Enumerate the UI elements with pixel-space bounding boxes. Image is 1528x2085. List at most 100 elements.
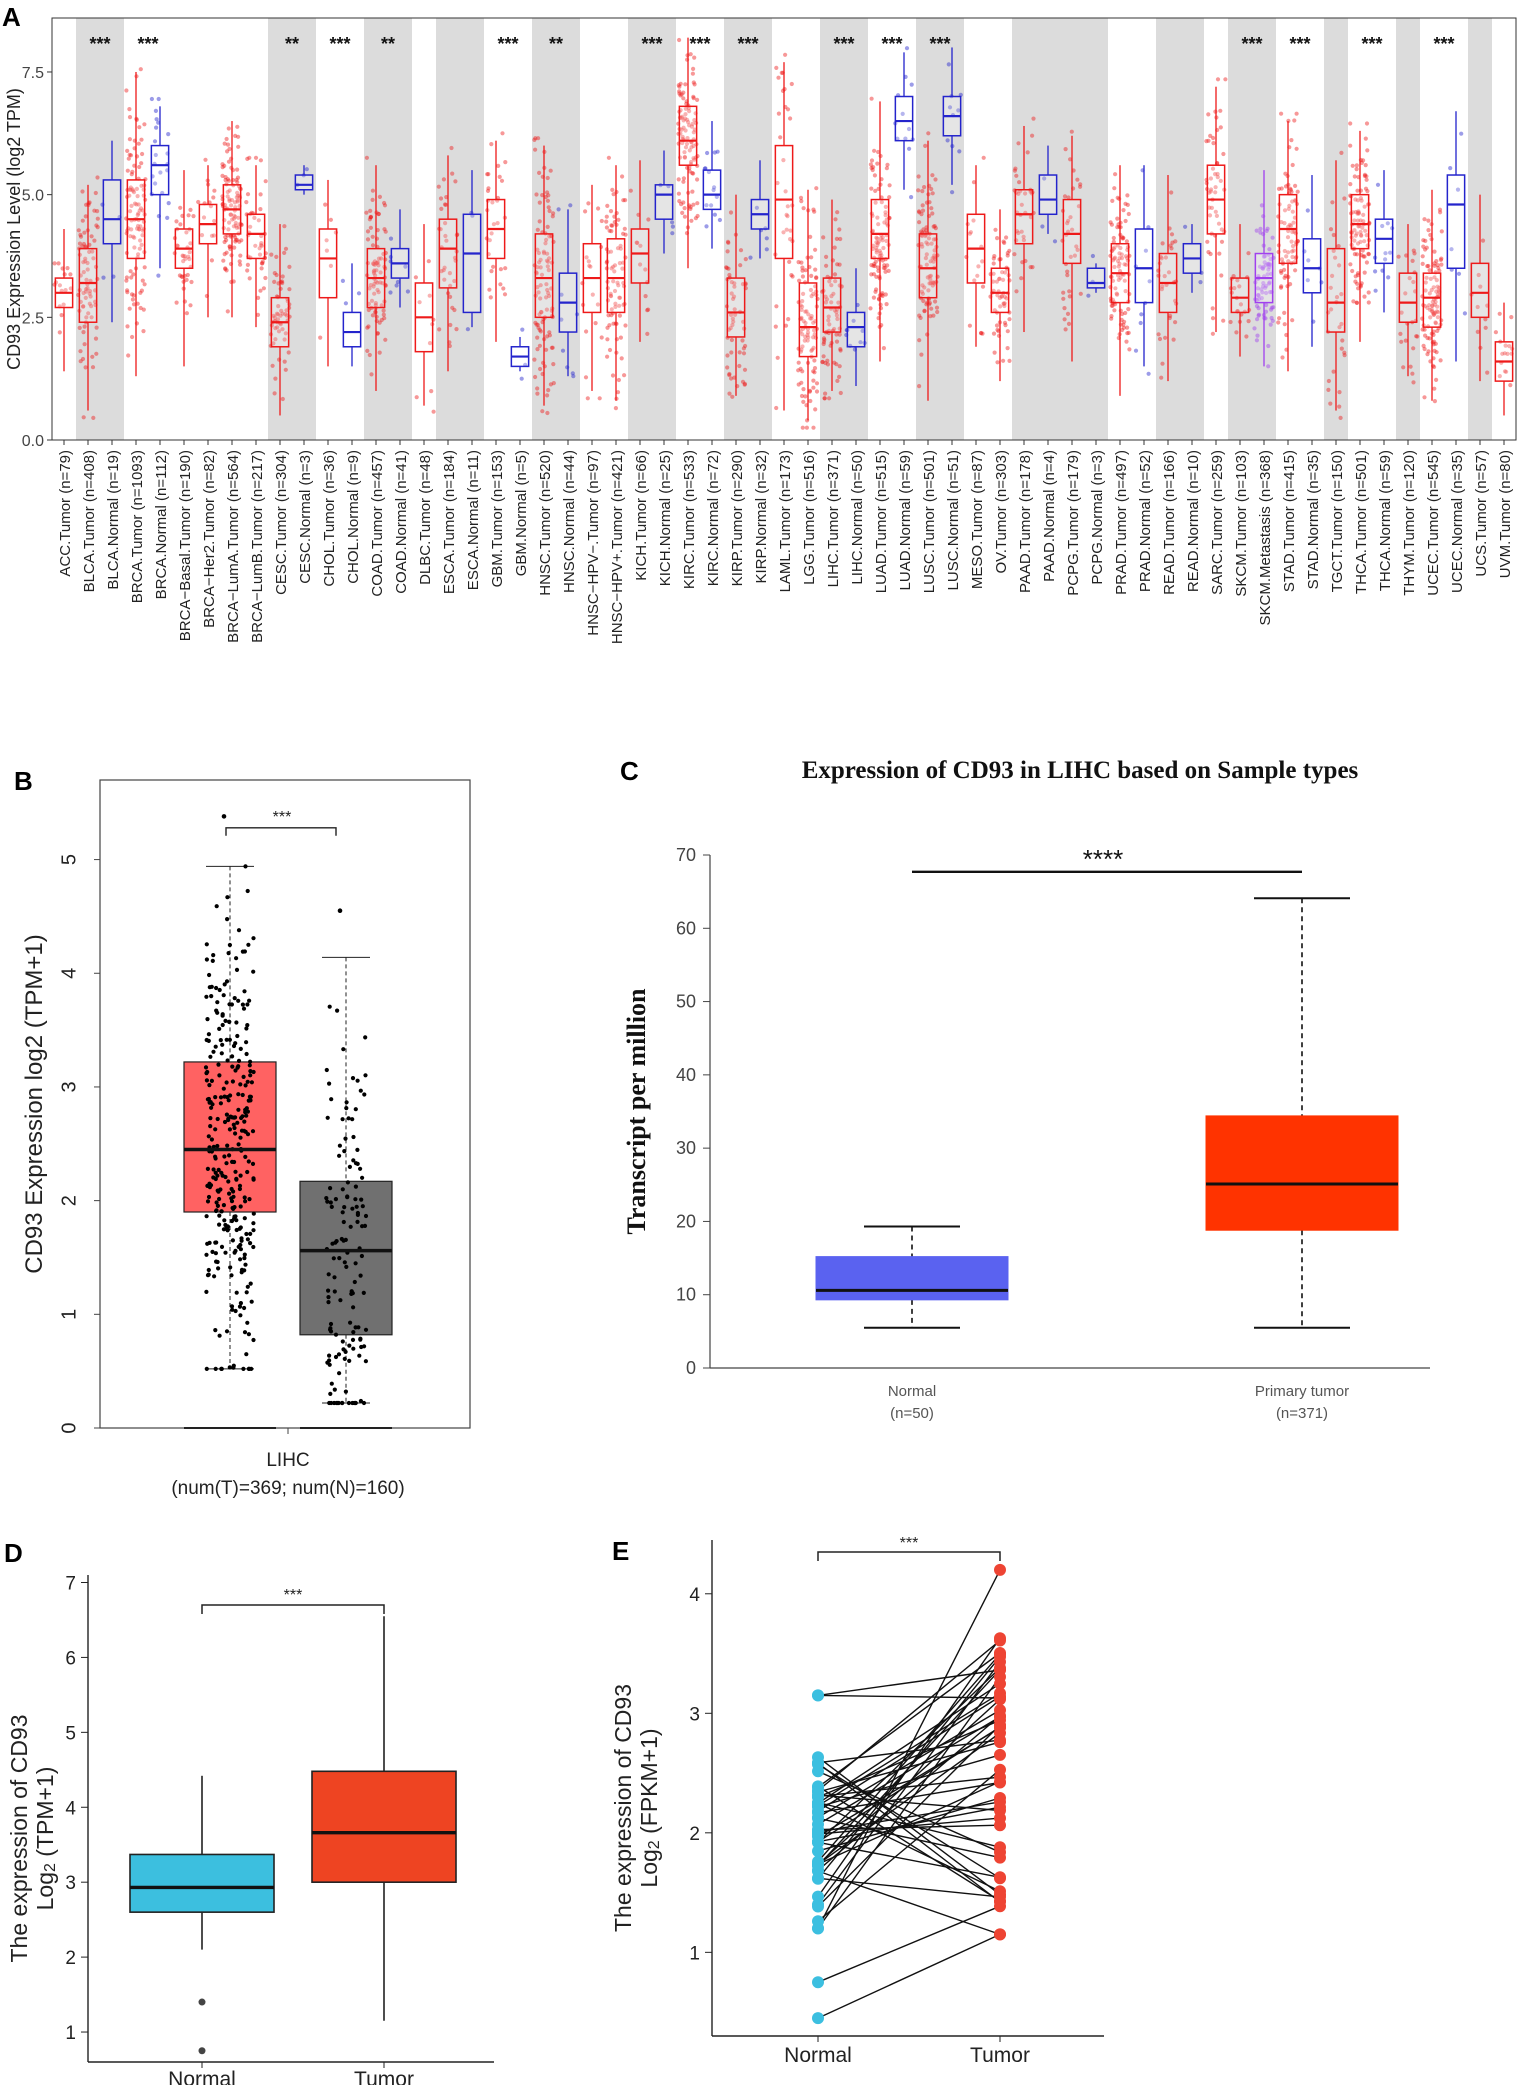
- a-point: [732, 284, 737, 289]
- b-point: [247, 1197, 252, 1202]
- b-point: [206, 1194, 212, 1200]
- a-point: [909, 195, 914, 200]
- b-point: [244, 1051, 249, 1057]
- b-point: [245, 888, 250, 894]
- a-point: [372, 259, 377, 264]
- a-point: [1359, 232, 1364, 238]
- b-point: [204, 957, 209, 962]
- a-point: [1112, 308, 1117, 313]
- a-point: [814, 275, 819, 280]
- a-point: [127, 115, 133, 120]
- a-point: [583, 375, 589, 380]
- a-significance: ***: [881, 34, 902, 54]
- a-point: [92, 208, 97, 213]
- a-point: [443, 233, 448, 239]
- b-point: [214, 1008, 219, 1013]
- a-point: [605, 354, 610, 359]
- a-point: [880, 238, 885, 243]
- a-point: [1350, 163, 1355, 168]
- a-point: [933, 177, 938, 182]
- a-point: [1017, 180, 1022, 185]
- a-point: [1213, 190, 1218, 195]
- a-point: [877, 248, 882, 253]
- a-point: [609, 223, 614, 228]
- a-point: [788, 228, 793, 233]
- a-point: [1280, 355, 1285, 360]
- a-point: [704, 224, 709, 229]
- a-point: [282, 359, 287, 364]
- a-point: [78, 349, 83, 354]
- a-point: [1270, 235, 1275, 240]
- a-point: [724, 265, 730, 271]
- a-point: [1363, 136, 1368, 141]
- a-point: [229, 198, 235, 203]
- e-pair-line: [817, 1724, 1001, 1907]
- a-point: [1366, 300, 1371, 305]
- a-point: [1115, 258, 1121, 264]
- a-point: [77, 241, 83, 246]
- b-point: [347, 1164, 352, 1169]
- b-point: [226, 1098, 231, 1103]
- a-point: [872, 173, 878, 178]
- e-tumor-point: [994, 1634, 1006, 1647]
- a-point: [196, 199, 201, 205]
- a-point: [1430, 309, 1435, 314]
- a-point: [225, 149, 230, 154]
- a-point: [799, 393, 805, 399]
- a-point: [132, 201, 138, 206]
- d-ytick-label: 4: [65, 1798, 76, 1819]
- a-point: [834, 310, 839, 315]
- a-point: [1362, 270, 1367, 275]
- a-point: [537, 260, 542, 265]
- b-point: [213, 1127, 218, 1132]
- a-box: [630, 228, 650, 284]
- a-point: [945, 138, 950, 143]
- a-point: [924, 252, 929, 257]
- a-xtick-label: PRAD.Tumor (n=497): [1113, 450, 1130, 595]
- a-point: [556, 207, 561, 212]
- b-point: [231, 1189, 236, 1194]
- a-point: [611, 321, 616, 326]
- a-point: [228, 212, 233, 217]
- a-point: [1432, 311, 1437, 316]
- b-sig-bracket: [225, 827, 337, 836]
- b-point: [354, 1204, 359, 1209]
- a-point: [740, 338, 745, 343]
- a-point: [728, 326, 733, 331]
- a-point: [1294, 111, 1299, 116]
- a-point: [742, 367, 748, 372]
- b-point: [211, 1049, 216, 1054]
- b-point: [328, 1200, 333, 1205]
- a-point: [928, 281, 933, 286]
- b-point: [344, 1264, 349, 1269]
- a-point: [689, 218, 694, 223]
- a-point: [925, 275, 930, 280]
- a-point: [1500, 351, 1505, 356]
- a-point: [245, 156, 250, 161]
- a-point: [705, 150, 710, 156]
- b-point: [242, 1252, 247, 1257]
- a-point: [129, 203, 134, 208]
- a-point: [248, 224, 253, 229]
- b-point: [245, 1237, 250, 1242]
- a-point: [1205, 239, 1210, 244]
- a-jitter-group: [149, 96, 171, 278]
- a-point: [199, 233, 205, 238]
- b-point: [223, 1174, 228, 1180]
- a-point: [790, 274, 795, 279]
- a-box: [150, 144, 170, 196]
- a-point: [1358, 196, 1363, 201]
- a-point: [1420, 327, 1425, 332]
- a-point: [957, 149, 962, 154]
- a-ytick-label: 5.0: [22, 188, 44, 205]
- a-point: [677, 91, 682, 96]
- a-jitter-group: [964, 155, 986, 336]
- a-point: [799, 347, 804, 352]
- a-point: [1021, 238, 1026, 243]
- a-point: [706, 169, 712, 175]
- a-point: [920, 208, 926, 213]
- b-point: [363, 1327, 369, 1332]
- a-point: [991, 331, 997, 336]
- e-tumor-point: [994, 1775, 1006, 1788]
- a-point: [258, 288, 263, 293]
